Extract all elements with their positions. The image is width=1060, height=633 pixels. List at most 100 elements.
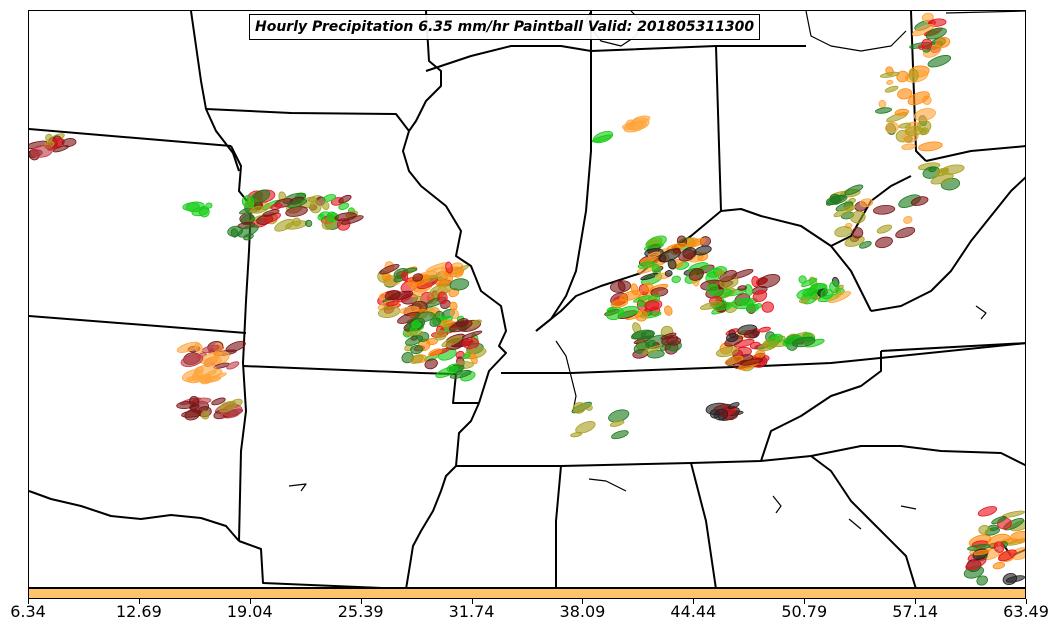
precipitation-paintball <box>977 506 998 517</box>
colorbar-tick-label: 44.44 <box>670 602 717 621</box>
precipitation-paintball <box>637 261 656 269</box>
precipitation-paintball <box>435 365 459 379</box>
precipitation-paintball <box>850 210 866 224</box>
border-ok-ar <box>238 362 247 542</box>
precipitation-paintball <box>188 396 200 407</box>
colorbar-tick-mark <box>693 599 695 604</box>
precipitation-paintball <box>844 184 864 196</box>
state-borders <box>29 11 1025 587</box>
precipitation-paintball <box>609 420 625 427</box>
border-ms-al <box>555 465 562 587</box>
precipitation-paintball <box>903 215 913 224</box>
precipitation-paintball <box>905 126 923 137</box>
precipitation-paintball <box>385 300 399 307</box>
precipitation-paintball <box>338 194 352 204</box>
border-mississippi-lower <box>405 402 480 587</box>
precipitation-paintball <box>180 354 204 367</box>
border-wv <box>925 145 1025 162</box>
precipitation-paintball <box>623 120 647 133</box>
border-va-nc <box>880 342 1025 352</box>
precipitation-paintball <box>706 283 719 295</box>
precipitation-paintball <box>309 200 322 214</box>
colorbar-tick-label: 12.69 <box>115 602 162 621</box>
precipitation-paintball <box>828 291 852 304</box>
precipitation-paintball <box>733 339 755 348</box>
precipitation-paintball <box>801 277 818 287</box>
border-in-oh <box>715 45 722 212</box>
precipitation-paintball <box>449 301 458 311</box>
precipitation-paintball <box>203 356 222 366</box>
border-al-ga <box>690 462 717 587</box>
precipitation-paintball <box>873 204 896 215</box>
precipitation-paintball <box>227 225 243 237</box>
colorbar <box>28 588 1026 599</box>
precipitation-paintball <box>901 143 916 150</box>
precipitation-paintball <box>413 311 436 323</box>
precipitation-paintball <box>449 278 470 291</box>
precipitation-paintball <box>851 227 864 239</box>
border-ks-ok <box>29 315 247 334</box>
precipitation-paintball <box>713 408 729 421</box>
precipitation-paintball <box>218 400 237 413</box>
precipitation-paintball <box>200 410 210 420</box>
precipitation-paintball <box>644 300 660 311</box>
precipitation-paintball <box>30 144 53 158</box>
border-missouri-west <box>230 145 252 364</box>
precipitation-paintball <box>998 549 1017 562</box>
river-detail-1 <box>555 340 577 412</box>
map-title: Hourly Precipitation 6.35 mm/hr Paintbal… <box>249 14 761 40</box>
precipitation-paintball <box>757 273 781 289</box>
precipitation-paintball <box>205 202 213 209</box>
precipitation-paintball <box>610 299 629 308</box>
precipitation-paintball <box>470 353 478 365</box>
precipitation-paintball <box>226 361 240 370</box>
border-mississippi-upper <box>402 130 507 404</box>
precipitation-paintball <box>739 358 764 366</box>
precipitation-paintball <box>1010 531 1025 543</box>
colorbar-tick-label: 57.14 <box>892 602 939 621</box>
precipitation-paintball <box>758 326 771 333</box>
border-ok-tx <box>29 490 240 542</box>
precipitation-paintball <box>647 339 656 348</box>
colorbar-tick-label: 50.79 <box>781 602 828 621</box>
precipitation-paintball <box>895 226 916 239</box>
precipitation-paintball <box>61 138 77 147</box>
precipitation-paintball <box>844 235 865 247</box>
precipitation-paintball <box>403 267 418 273</box>
precipitation-paintball <box>664 270 673 277</box>
precipitation-paintball <box>424 358 438 370</box>
lake-detail-3 <box>772 495 782 514</box>
precipitation-paintball <box>409 354 424 364</box>
border-lake-top <box>945 11 1025 14</box>
precipitation-paintball <box>965 557 987 571</box>
precipitation-paintball <box>757 340 778 352</box>
precipitation-paintball <box>462 353 471 360</box>
precipitation-paintball <box>262 209 280 217</box>
precipitation-paintball <box>666 336 682 346</box>
colorbar-tick-mark <box>249 599 251 604</box>
precipitation-paintball <box>384 290 401 301</box>
precipitation-paintball <box>731 297 754 310</box>
precipitation-paintball <box>671 275 681 283</box>
precipitation-paintball <box>820 288 834 300</box>
border-iowa-mo <box>205 108 410 132</box>
precipitation-paintball <box>445 261 453 274</box>
colorbar-tick-mark <box>28 599 29 604</box>
precipitation-paintball <box>410 344 424 355</box>
precipitation-paintball <box>991 516 1007 525</box>
border-ga-sc <box>810 455 917 587</box>
precipitation-paintball <box>928 166 937 173</box>
precipitation-paintball <box>317 213 325 221</box>
precipitation-paintball <box>898 122 912 129</box>
colorbar-tick-mark <box>915 599 917 604</box>
precipitation-map <box>29 11 1025 587</box>
precipitation-paintball <box>586 404 593 411</box>
precipitation-paintball <box>825 194 848 205</box>
precipitation-paintball <box>449 320 473 333</box>
border-tn-al <box>456 455 812 467</box>
precipitation-paintball <box>686 238 706 248</box>
map-frame <box>28 10 1026 588</box>
precipitation-paintball <box>978 524 990 535</box>
precipitation-paintball <box>716 270 725 277</box>
precipitation-paintball <box>405 335 424 346</box>
